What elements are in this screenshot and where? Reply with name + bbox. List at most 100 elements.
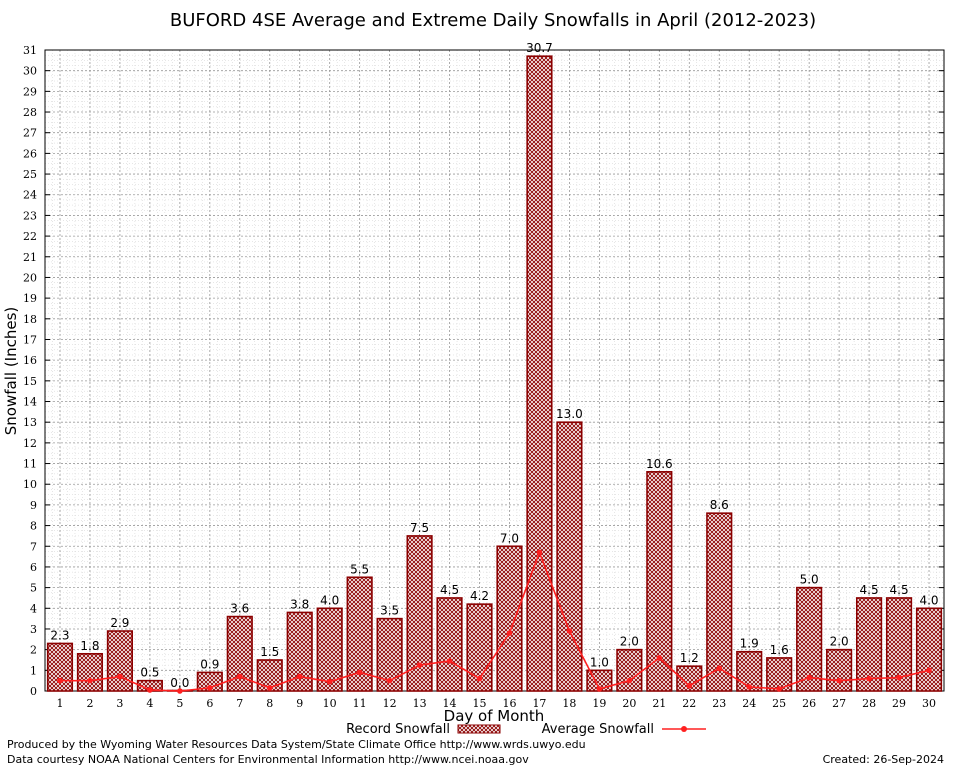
- y-tick-label: 15: [23, 375, 37, 388]
- x-tick-label: 6: [206, 697, 213, 710]
- average-point-day-1: [57, 677, 63, 684]
- y-tick-label: 6: [30, 561, 37, 574]
- data-label-day-8: 1.5: [260, 645, 279, 659]
- data-label-day-19: 1.0: [590, 655, 609, 669]
- y-tick-label: 2: [30, 644, 37, 657]
- y-tick-label: 16: [23, 354, 37, 367]
- data-label-day-18: 13.0: [556, 407, 583, 421]
- x-tick-label: 17: [532, 697, 546, 710]
- x-tick-label: 16: [502, 697, 516, 710]
- y-tick-label: 19: [23, 292, 37, 305]
- average-point-day-14: [446, 658, 453, 664]
- bar-record-day-1: [46, 642, 74, 692]
- legend: Record Snowfall Average Snowfall: [346, 722, 706, 737]
- chart-title: BUFORD 4SE Average and Extreme Daily Sno…: [170, 10, 816, 31]
- bar-record-day-26: [796, 586, 823, 692]
- y-tick-label: 22: [23, 230, 37, 243]
- average-point-day-28: [866, 675, 872, 682]
- data-label-day-22: 1.2: [680, 651, 699, 665]
- y-tick-label: 3: [30, 623, 37, 636]
- legend-swatch-record: [457, 724, 501, 734]
- y-tick-label: 18: [23, 313, 37, 326]
- data-label-day-30: 4.0: [919, 593, 938, 607]
- data-label-day-11: 5.5: [350, 562, 369, 576]
- y-tick-label: 9: [30, 499, 37, 512]
- y-axis: 0123456789101112131415161718192021222324…: [23, 44, 944, 698]
- y-tick-label: 14: [23, 396, 37, 409]
- footer-created-date: Created: 26-Sep-2024: [823, 753, 944, 766]
- y-tick-label: 31: [23, 44, 37, 57]
- data-label-day-23: 8.6: [710, 498, 729, 512]
- legend-marker-average: [681, 726, 687, 732]
- data-label-day-2: 1.8: [80, 639, 99, 653]
- x-tick-label: 24: [742, 697, 756, 710]
- bar-record-day-21: [646, 471, 673, 692]
- data-label-day-16: 7.0: [500, 531, 519, 545]
- average-point-day-17: [536, 549, 543, 556]
- average-point-day-8: [266, 685, 273, 691]
- plot-frame: [44, 49, 945, 692]
- data-label-day-21: 10.6: [646, 457, 673, 471]
- bar-record-day-28: [855, 597, 883, 692]
- y-tick-label: 13: [23, 416, 37, 429]
- grid: [44, 49, 945, 692]
- bar-record-day-8: [256, 659, 283, 692]
- x-tick-label: 5: [176, 697, 183, 710]
- data-label-day-12: 3.5: [380, 604, 399, 618]
- x-tick-label: 7: [236, 697, 243, 710]
- y-tick-label: 17: [23, 333, 37, 346]
- data-label-day-6: 0.9: [200, 657, 219, 671]
- y-tick-label: 20: [23, 271, 37, 284]
- y-tick-label: 1: [30, 664, 37, 677]
- average-point-day-5: [177, 688, 183, 694]
- y-tick-label: 23: [23, 209, 37, 222]
- x-tick-label: 29: [892, 697, 906, 710]
- average-point-day-27: [836, 677, 842, 684]
- y-tick-label: 26: [23, 147, 37, 160]
- x-tick-label: 27: [832, 697, 846, 710]
- data-label-day-17: 30.7: [526, 41, 553, 55]
- data-label-day-3: 2.9: [110, 616, 129, 630]
- x-tick-label: 9: [296, 697, 303, 710]
- x-tick-label: 23: [712, 697, 726, 710]
- x-tick-label: 25: [772, 697, 786, 710]
- data-label-day-27: 2.0: [830, 635, 849, 649]
- bar-record-day-20: [616, 648, 643, 692]
- x-tick-label: 28: [862, 697, 876, 710]
- bar-record-day-10: [316, 607, 343, 692]
- data-label-day-14: 4.5: [440, 583, 459, 597]
- average-point-day-9: [296, 673, 303, 680]
- data-labels: 2.3 1.8 2.9 0.5 0.0 0.9 3.6 1.5 3.8 4.0 5.5 3.5 7.5 4…: [50, 41, 938, 690]
- average-point-day-10: [326, 678, 333, 685]
- x-tick-label: 4: [146, 697, 153, 710]
- average-snowfall-line: [59, 550, 930, 692]
- bar-record-day-16: [496, 545, 523, 692]
- average-point-day-26: [806, 674, 812, 681]
- x-tick-label: 30: [922, 697, 936, 710]
- data-label-day-29: 4.5: [890, 583, 909, 597]
- bar-record-day-23: [706, 512, 733, 692]
- y-tick-label: 29: [23, 85, 37, 98]
- x-tick-label: 13: [413, 697, 427, 710]
- legend-label-average: Average Snowfall: [542, 722, 654, 737]
- data-label-day-1: 2.3: [50, 628, 69, 642]
- average-point-day-12: [386, 677, 393, 684]
- data-label-day-25: 1.6: [770, 643, 789, 657]
- data-label-day-5: 0.0: [170, 676, 189, 690]
- data-label-day-24: 1.9: [740, 637, 759, 651]
- average-point-day-21: [656, 655, 663, 661]
- average-point-day-25: [776, 686, 782, 692]
- data-label-day-13: 7.5: [410, 521, 429, 535]
- y-tick-label: 0: [30, 685, 37, 698]
- average-point-day-4: [147, 687, 153, 693]
- y-tick-label: 24: [23, 189, 37, 202]
- line-series: [57, 549, 932, 694]
- average-point-day-3: [117, 673, 123, 680]
- data-label-day-10: 4.0: [320, 593, 339, 607]
- footer-credit-line1: Produced by the Wyoming Water Resources …: [7, 738, 586, 751]
- bar-record-day-14: [436, 597, 463, 692]
- x-tick-label: 8: [266, 697, 273, 710]
- y-tick-label: 10: [23, 478, 37, 491]
- y-tick-label: 7: [30, 540, 37, 553]
